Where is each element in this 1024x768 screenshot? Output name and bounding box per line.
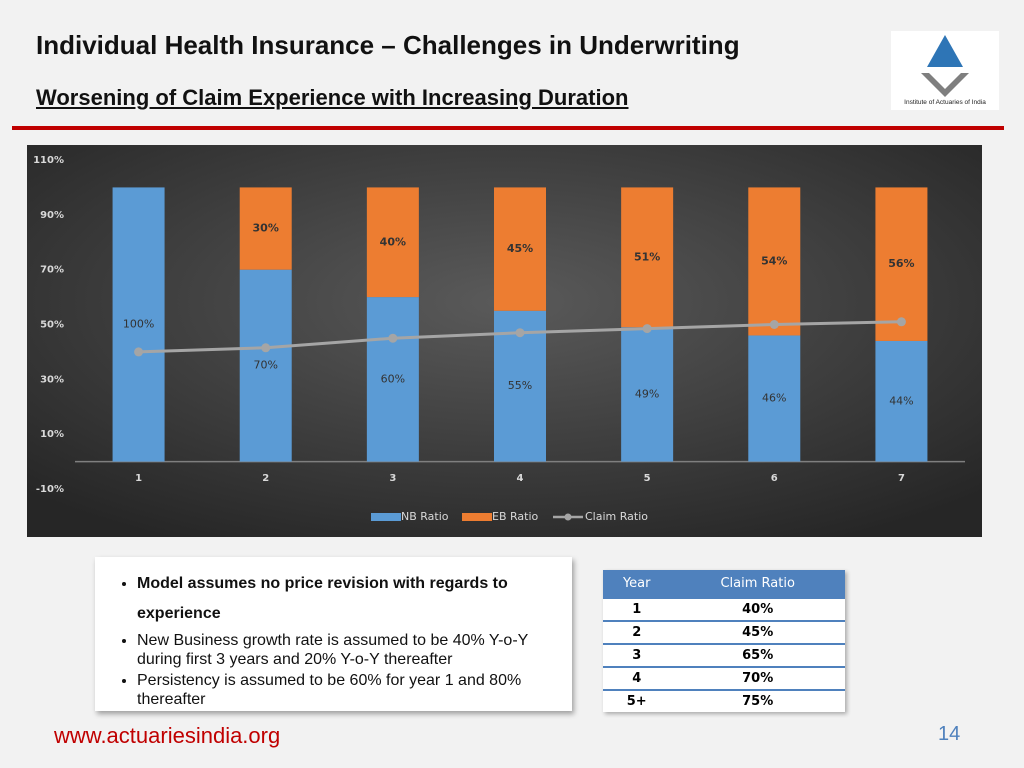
notes-box: Model assumes no price revision with reg… xyxy=(95,557,572,711)
table-cell: 1 xyxy=(603,597,671,621)
table-cell: 5+ xyxy=(603,689,671,712)
line-point xyxy=(134,347,144,357)
line-point xyxy=(896,317,906,327)
bullet: New Business growth rate is assumed to b… xyxy=(137,631,554,669)
data-label: 60% xyxy=(381,372,405,385)
divider xyxy=(12,126,1004,130)
data-label: 51% xyxy=(634,250,660,263)
footer-url[interactable]: www.actuariesindia.org xyxy=(54,723,281,748)
line-point xyxy=(261,343,271,353)
x-tick-label: 4 xyxy=(517,473,524,484)
table-row: 4 70% xyxy=(603,666,845,690)
data-label: 100% xyxy=(123,318,154,331)
y-tick-label: -10% xyxy=(36,484,64,495)
y-tick-label: 30% xyxy=(40,374,64,385)
data-label: 30% xyxy=(253,222,279,235)
table-cell: 3 xyxy=(603,643,671,667)
y-tick-label: 10% xyxy=(40,429,64,440)
y-tick-label: 90% xyxy=(40,210,64,221)
x-tick-label: 5 xyxy=(644,473,651,484)
bar-segment xyxy=(621,187,674,328)
bar-segment xyxy=(875,340,928,462)
data-label: 49% xyxy=(635,387,659,400)
y-tick-label: 70% xyxy=(40,265,64,276)
table-row: 2 45% xyxy=(603,620,845,644)
slide-title: Individual Health Insurance – Challenges… xyxy=(36,30,740,60)
table-cell: 4 xyxy=(603,666,671,690)
table-cell: 2 xyxy=(603,620,671,644)
legend-swatch xyxy=(462,513,492,521)
y-tick-label: 50% xyxy=(40,320,64,331)
x-tick-label: 3 xyxy=(389,473,396,484)
data-label: 46% xyxy=(762,392,786,405)
legend-label: EB Ratio xyxy=(492,510,539,523)
legend-label: Claim Ratio xyxy=(585,510,648,523)
claim-table: Year Claim Ratio 1 40% 2 45% 3 65% 4 70% 5+ 75% xyxy=(603,570,845,712)
table-cell: 65% xyxy=(670,643,845,667)
chart: -10% 10% 30% 50% 70% 90% 110% 1 2 3 4 5 6 7 100% 70% 60%… xyxy=(27,145,982,537)
table-header: Claim Ratio xyxy=(670,570,845,598)
line-point xyxy=(769,320,779,329)
data-label: 40% xyxy=(380,235,406,248)
x-tick-label: 6 xyxy=(771,473,778,484)
page-number: 14 xyxy=(938,723,961,745)
data-label: 45% xyxy=(507,242,533,255)
bar-segment xyxy=(239,269,292,462)
table-header: Year xyxy=(603,570,671,598)
data-label: 44% xyxy=(889,394,913,407)
line-point xyxy=(388,333,398,343)
table-row: 1 40% xyxy=(603,597,845,621)
bar-segment xyxy=(366,187,419,298)
slide-subtitle: Worsening of Claim Experience with Incre… xyxy=(36,85,629,110)
logo-text: Institute of Actuaries of India xyxy=(904,99,986,106)
x-tick-label: 1 xyxy=(135,473,142,484)
table-cell: 70% xyxy=(670,666,845,690)
bar-segment xyxy=(366,297,419,462)
bar-segment xyxy=(621,327,674,462)
x-tick-label: 7 xyxy=(898,473,905,484)
table-cell: 45% xyxy=(670,620,845,644)
bar-segment xyxy=(748,335,801,462)
bar-segment xyxy=(748,187,801,336)
table-cell: 75% xyxy=(670,689,845,712)
bar-segment xyxy=(494,187,546,311)
bullet: Model assumes no price revision with reg… xyxy=(137,569,554,629)
data-label: 54% xyxy=(761,254,787,267)
data-label: 56% xyxy=(888,257,914,270)
bar-segment xyxy=(239,187,292,270)
table-row: 3 65% xyxy=(603,643,845,667)
table-row: 5+ 75% xyxy=(603,689,845,712)
logo: Institute of Actuaries of India xyxy=(891,31,999,110)
line-point xyxy=(515,328,525,338)
bar-segment xyxy=(875,187,928,341)
data-label: 55% xyxy=(508,379,532,392)
data-label: 70% xyxy=(253,359,277,372)
x-tick-label: 2 xyxy=(262,473,269,484)
legend-swatch xyxy=(371,513,401,521)
table-cell: 40% xyxy=(670,597,845,621)
legend-label: NB Ratio xyxy=(401,510,449,523)
bar-segment xyxy=(112,187,165,462)
legend-swatch xyxy=(564,513,572,521)
line-point xyxy=(642,324,652,334)
y-tick-label: 110% xyxy=(33,155,64,166)
bullet: Persistency is assumed to be 60% for yea… xyxy=(137,671,554,709)
